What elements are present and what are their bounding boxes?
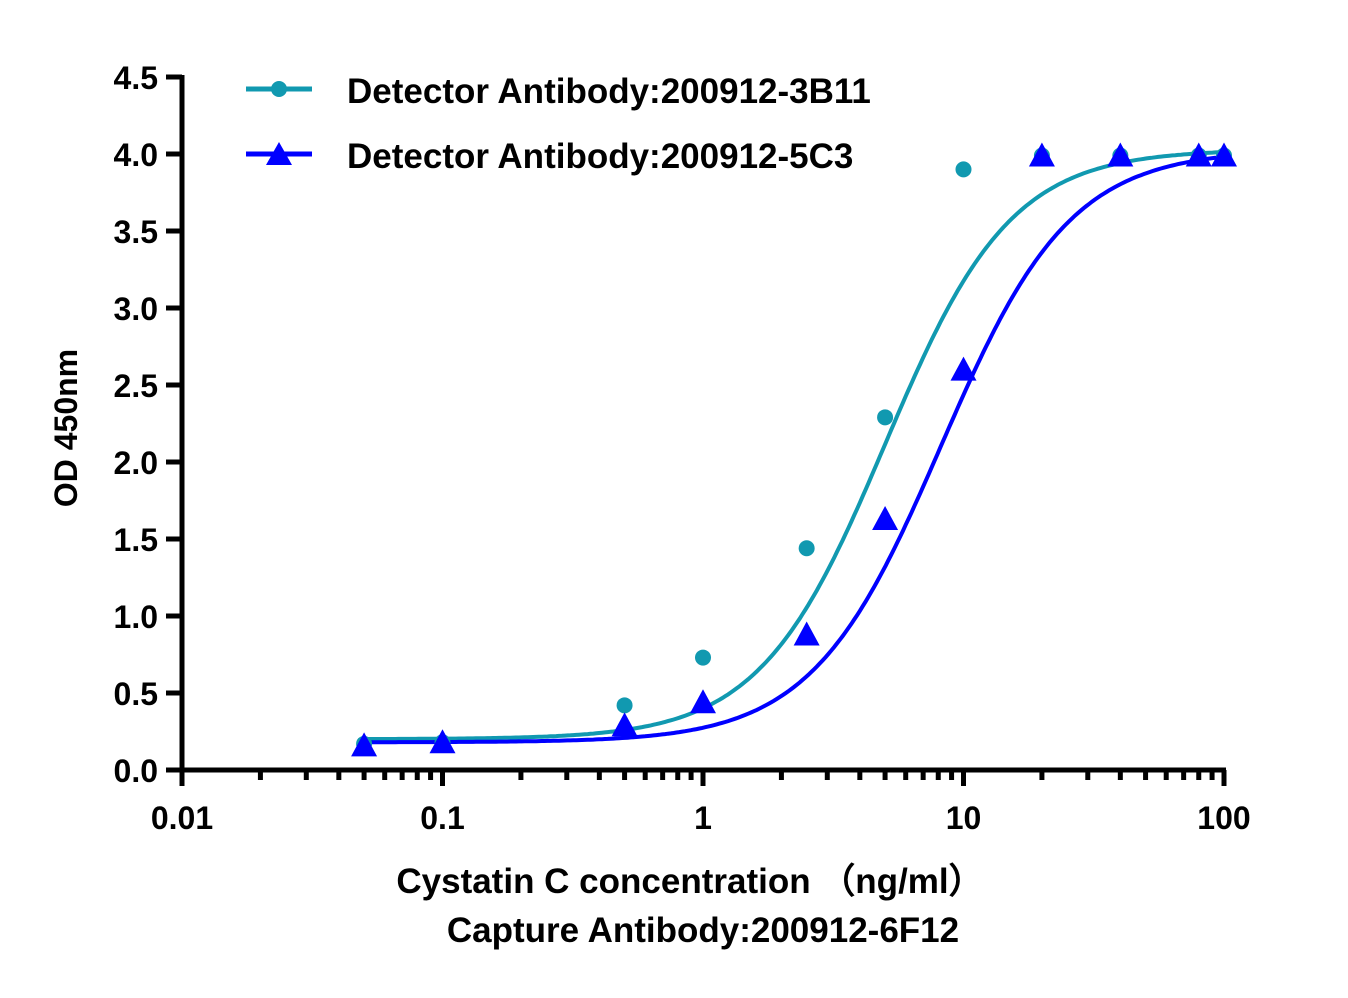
data-point-triangle <box>1211 142 1237 167</box>
y-tick-label: 3.0 <box>114 291 158 327</box>
fit-curve-1 <box>364 150 1225 742</box>
x-axis-label: Cystatin C concentration （ng/ml） <box>396 862 983 901</box>
data-point-circle <box>616 697 633 714</box>
data-point-triangle <box>950 356 977 381</box>
x-tick-label: 1 <box>694 800 712 836</box>
y-tick-label: 1.5 <box>114 522 158 558</box>
x-tick-label: 0.01 <box>151 800 213 836</box>
data-point-triangle <box>1028 142 1055 167</box>
y-tick-label: 2.0 <box>114 445 158 481</box>
legend-label-5c3: Detector Antibody:200912-5C3 <box>347 137 853 176</box>
x-tick-label: 0.1 <box>420 800 464 836</box>
legend-marker-triangle <box>266 142 292 165</box>
legend-marker-circle <box>271 81 287 97</box>
fit-curve-2 <box>364 154 1225 745</box>
y-tick-label: 0.0 <box>114 753 158 789</box>
data-point-triangle <box>611 712 638 737</box>
y-tick-label: 2.5 <box>114 368 158 404</box>
data-point-triangle <box>429 729 456 754</box>
y-tick-label: 1.0 <box>114 599 158 635</box>
legend: Detector Antibody:200912-3B11 Detector A… <box>246 72 871 176</box>
data-point-triangle <box>872 505 899 530</box>
legend-label-3b11: Detector Antibody:200912-3B11 <box>347 72 871 111</box>
axes: 0.0 0.5 1.0 1.5 2.0 2.5 3.0 3.5 4.0 4.5 0.01 0.1 1 10… <box>114 60 1251 836</box>
x-tick-label: 100 <box>1197 800 1250 836</box>
y-tick-label: 3.5 <box>114 214 158 250</box>
data-point-triangle <box>793 621 820 646</box>
data-point-triangle <box>1185 142 1212 167</box>
y-tick-label: 0.5 <box>114 676 158 712</box>
data-point-triangle <box>351 732 378 757</box>
data-points <box>351 142 1237 757</box>
x-tick-label: 10 <box>946 800 982 836</box>
data-point-triangle <box>690 689 716 714</box>
y-tick-label: 4.5 <box>114 60 158 96</box>
data-point-circle <box>798 540 815 557</box>
y-tick-label: 4.0 <box>114 137 158 173</box>
x-axis-label-capture: Capture Antibody:200912-6F12 <box>447 911 959 950</box>
data-point-triangle <box>1107 142 1134 167</box>
data-point-circle <box>955 161 972 178</box>
fit-curves <box>364 150 1225 745</box>
y-axis-label: OD 450nm <box>48 349 84 507</box>
data-point-circle <box>695 649 711 666</box>
data-point-circle <box>877 409 894 426</box>
